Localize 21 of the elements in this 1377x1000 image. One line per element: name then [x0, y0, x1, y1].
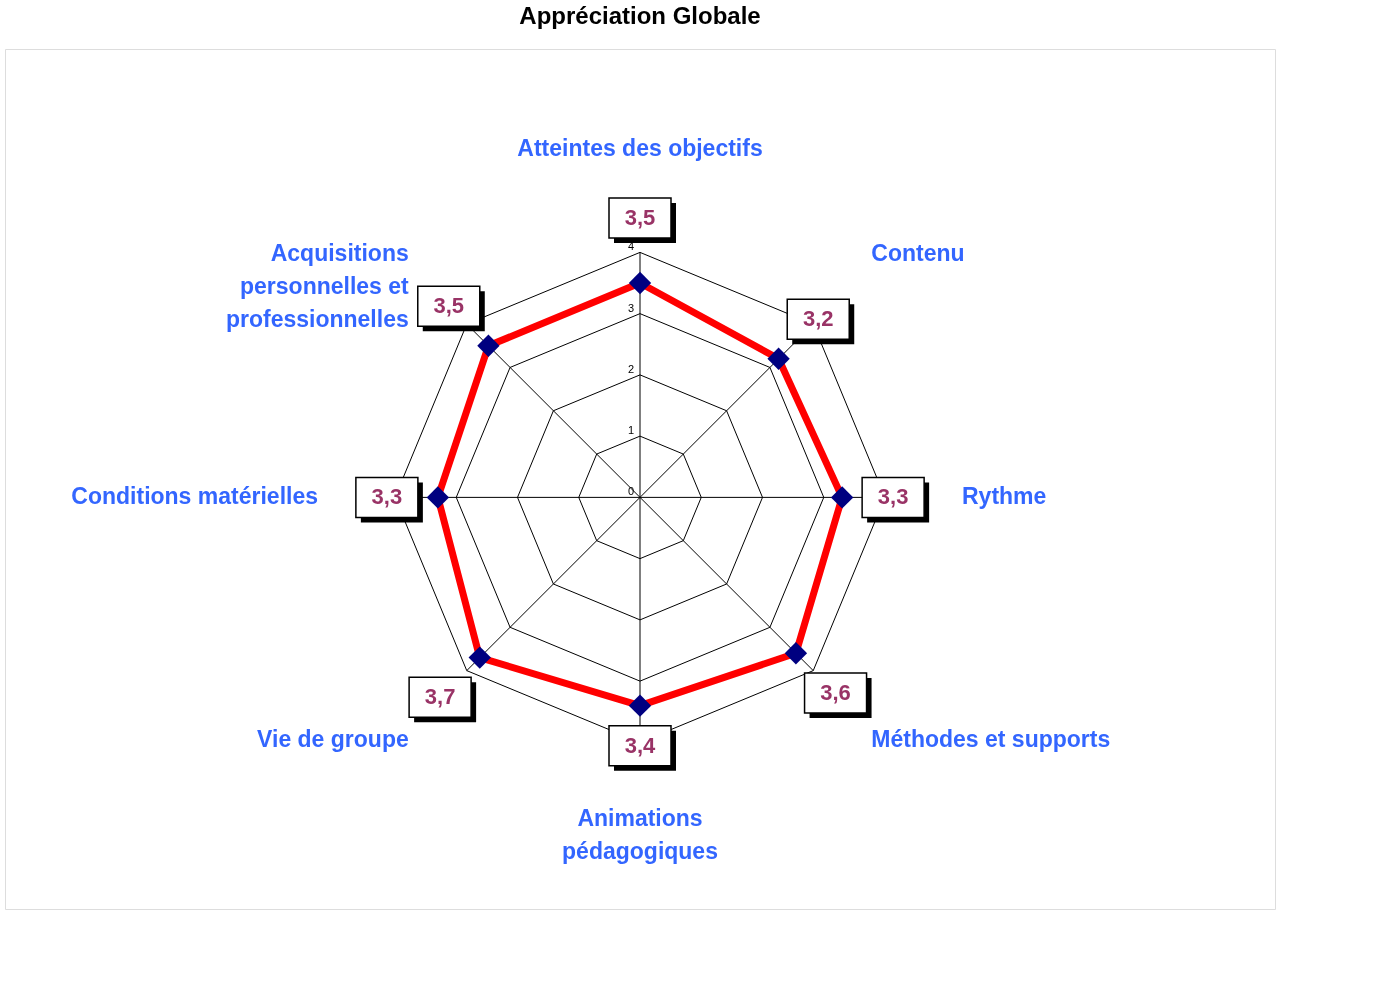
data-label: 3,5 [433, 293, 465, 319]
y-tick-label: 0 [627, 485, 635, 498]
chart-title: Appréciation Globale [519, 2, 761, 29]
spoke-label: Vie de groupe [257, 725, 409, 752]
spoke-label: Méthodes et supports [871, 725, 1111, 752]
y-tick-label: 1 [627, 424, 635, 437]
spoke-label: Contenu [871, 240, 965, 267]
y-tick-label: 2 [627, 362, 635, 375]
spoke-label: Acquisitions personnelles et professionnelles [225, 240, 410, 333]
spoke-label: Animations pédagogiques [562, 805, 718, 865]
data-label: 3,6 [820, 679, 851, 705]
data-label: 3,3 [877, 484, 909, 510]
data-label: 3,5 [624, 205, 656, 230]
data-label: 3,2 [802, 306, 834, 332]
y-tick-label: 3 [627, 301, 635, 314]
spoke-label: Rythme [962, 483, 1047, 510]
data-label: 3,7 [424, 684, 456, 710]
spoke-label: Atteintes des objectifs [517, 135, 763, 162]
spoke-label: Conditions matérielles [71, 483, 318, 510]
data-label: 3,4 [624, 732, 657, 758]
data-label: 3,3 [371, 484, 403, 510]
